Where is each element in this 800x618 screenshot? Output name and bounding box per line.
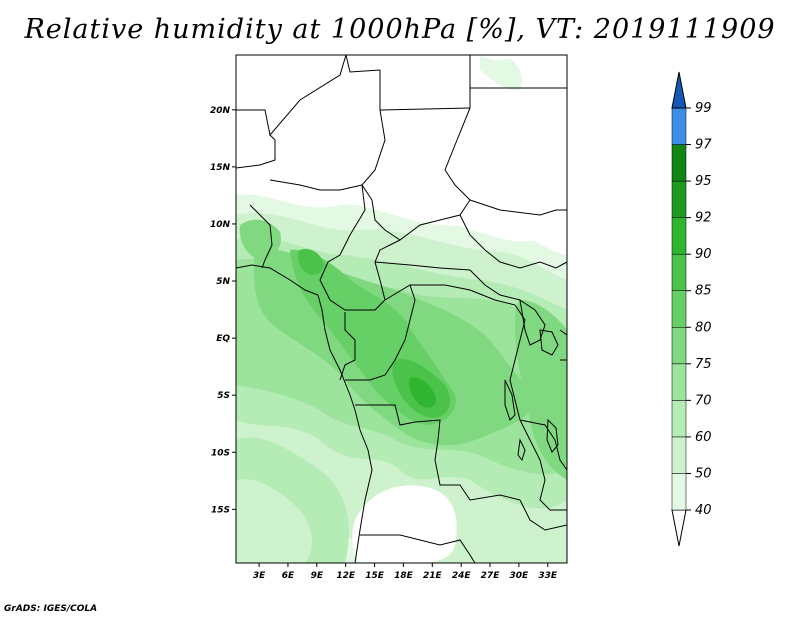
- lat-label: 20N: [210, 106, 231, 116]
- lon-label: 6E: [282, 571, 295, 581]
- map-frame: [235, 54, 568, 564]
- colorbar-label: 97: [695, 138, 712, 153]
- lat-label: 5S: [217, 391, 230, 401]
- lat-label: 10S: [211, 448, 230, 458]
- colorbar-segment: [671, 290, 687, 328]
- grads-credit: GrADS: IGES/COLA: [4, 604, 98, 614]
- humidity-field: [236, 55, 567, 563]
- colorbar-segment: [671, 473, 687, 511]
- colorbar-segment: [671, 253, 687, 291]
- colorbar-segment: [671, 363, 687, 401]
- lat-label: 15N: [210, 163, 231, 173]
- lat-label: 15S: [211, 505, 230, 515]
- map-title: Relative humidity at 1000hPa [%], VT: 20…: [24, 14, 776, 45]
- lon-label: 15E: [365, 571, 385, 581]
- colorbar-segment: [671, 180, 687, 218]
- colorbar-label: 50: [695, 466, 712, 481]
- colorbar-lower-arrow: [671, 509, 687, 547]
- lon-label: 9E: [311, 571, 324, 581]
- lat-label: EQ: [216, 334, 230, 344]
- colorbar-label: 90: [695, 247, 712, 262]
- lon-label: 24E: [452, 571, 472, 581]
- colorbar-label: 75: [695, 357, 712, 372]
- country-borders: [236, 55, 567, 563]
- colorbar-upper-arrow: [671, 71, 687, 109]
- lat-label: 5N: [216, 277, 230, 287]
- colorbar-label: 99: [695, 101, 712, 116]
- colorbar-label: 92: [695, 211, 712, 226]
- lon-label: 18E: [394, 571, 414, 581]
- colorbar-label: 80: [695, 320, 712, 335]
- lon-label: 30E: [510, 571, 530, 581]
- colorbar: 40 50 60 70 75 80 85 90 92 95 97 99: [671, 71, 712, 547]
- lon-label: 27E: [481, 571, 501, 581]
- colorbar-label: 40: [695, 503, 712, 518]
- colorbar-segment: [671, 144, 687, 182]
- lat-label: 10N: [210, 220, 231, 230]
- colorbar-segment: [671, 436, 687, 474]
- lon-label: 3E: [253, 571, 266, 581]
- colorbar-segment: [671, 217, 687, 255]
- colorbar-segment: [671, 400, 687, 438]
- colorbar-segment: [671, 107, 687, 145]
- colorbar-label: 60: [695, 430, 712, 445]
- colorbar-segment: [671, 327, 687, 365]
- lon-label: 33E: [538, 571, 558, 581]
- colorbar-label: 85: [695, 284, 712, 299]
- lon-label: 21E: [423, 571, 443, 581]
- lon-label: 12E: [336, 571, 356, 581]
- colorbar-label: 95: [695, 174, 712, 189]
- colorbar-label: 70: [695, 393, 712, 408]
